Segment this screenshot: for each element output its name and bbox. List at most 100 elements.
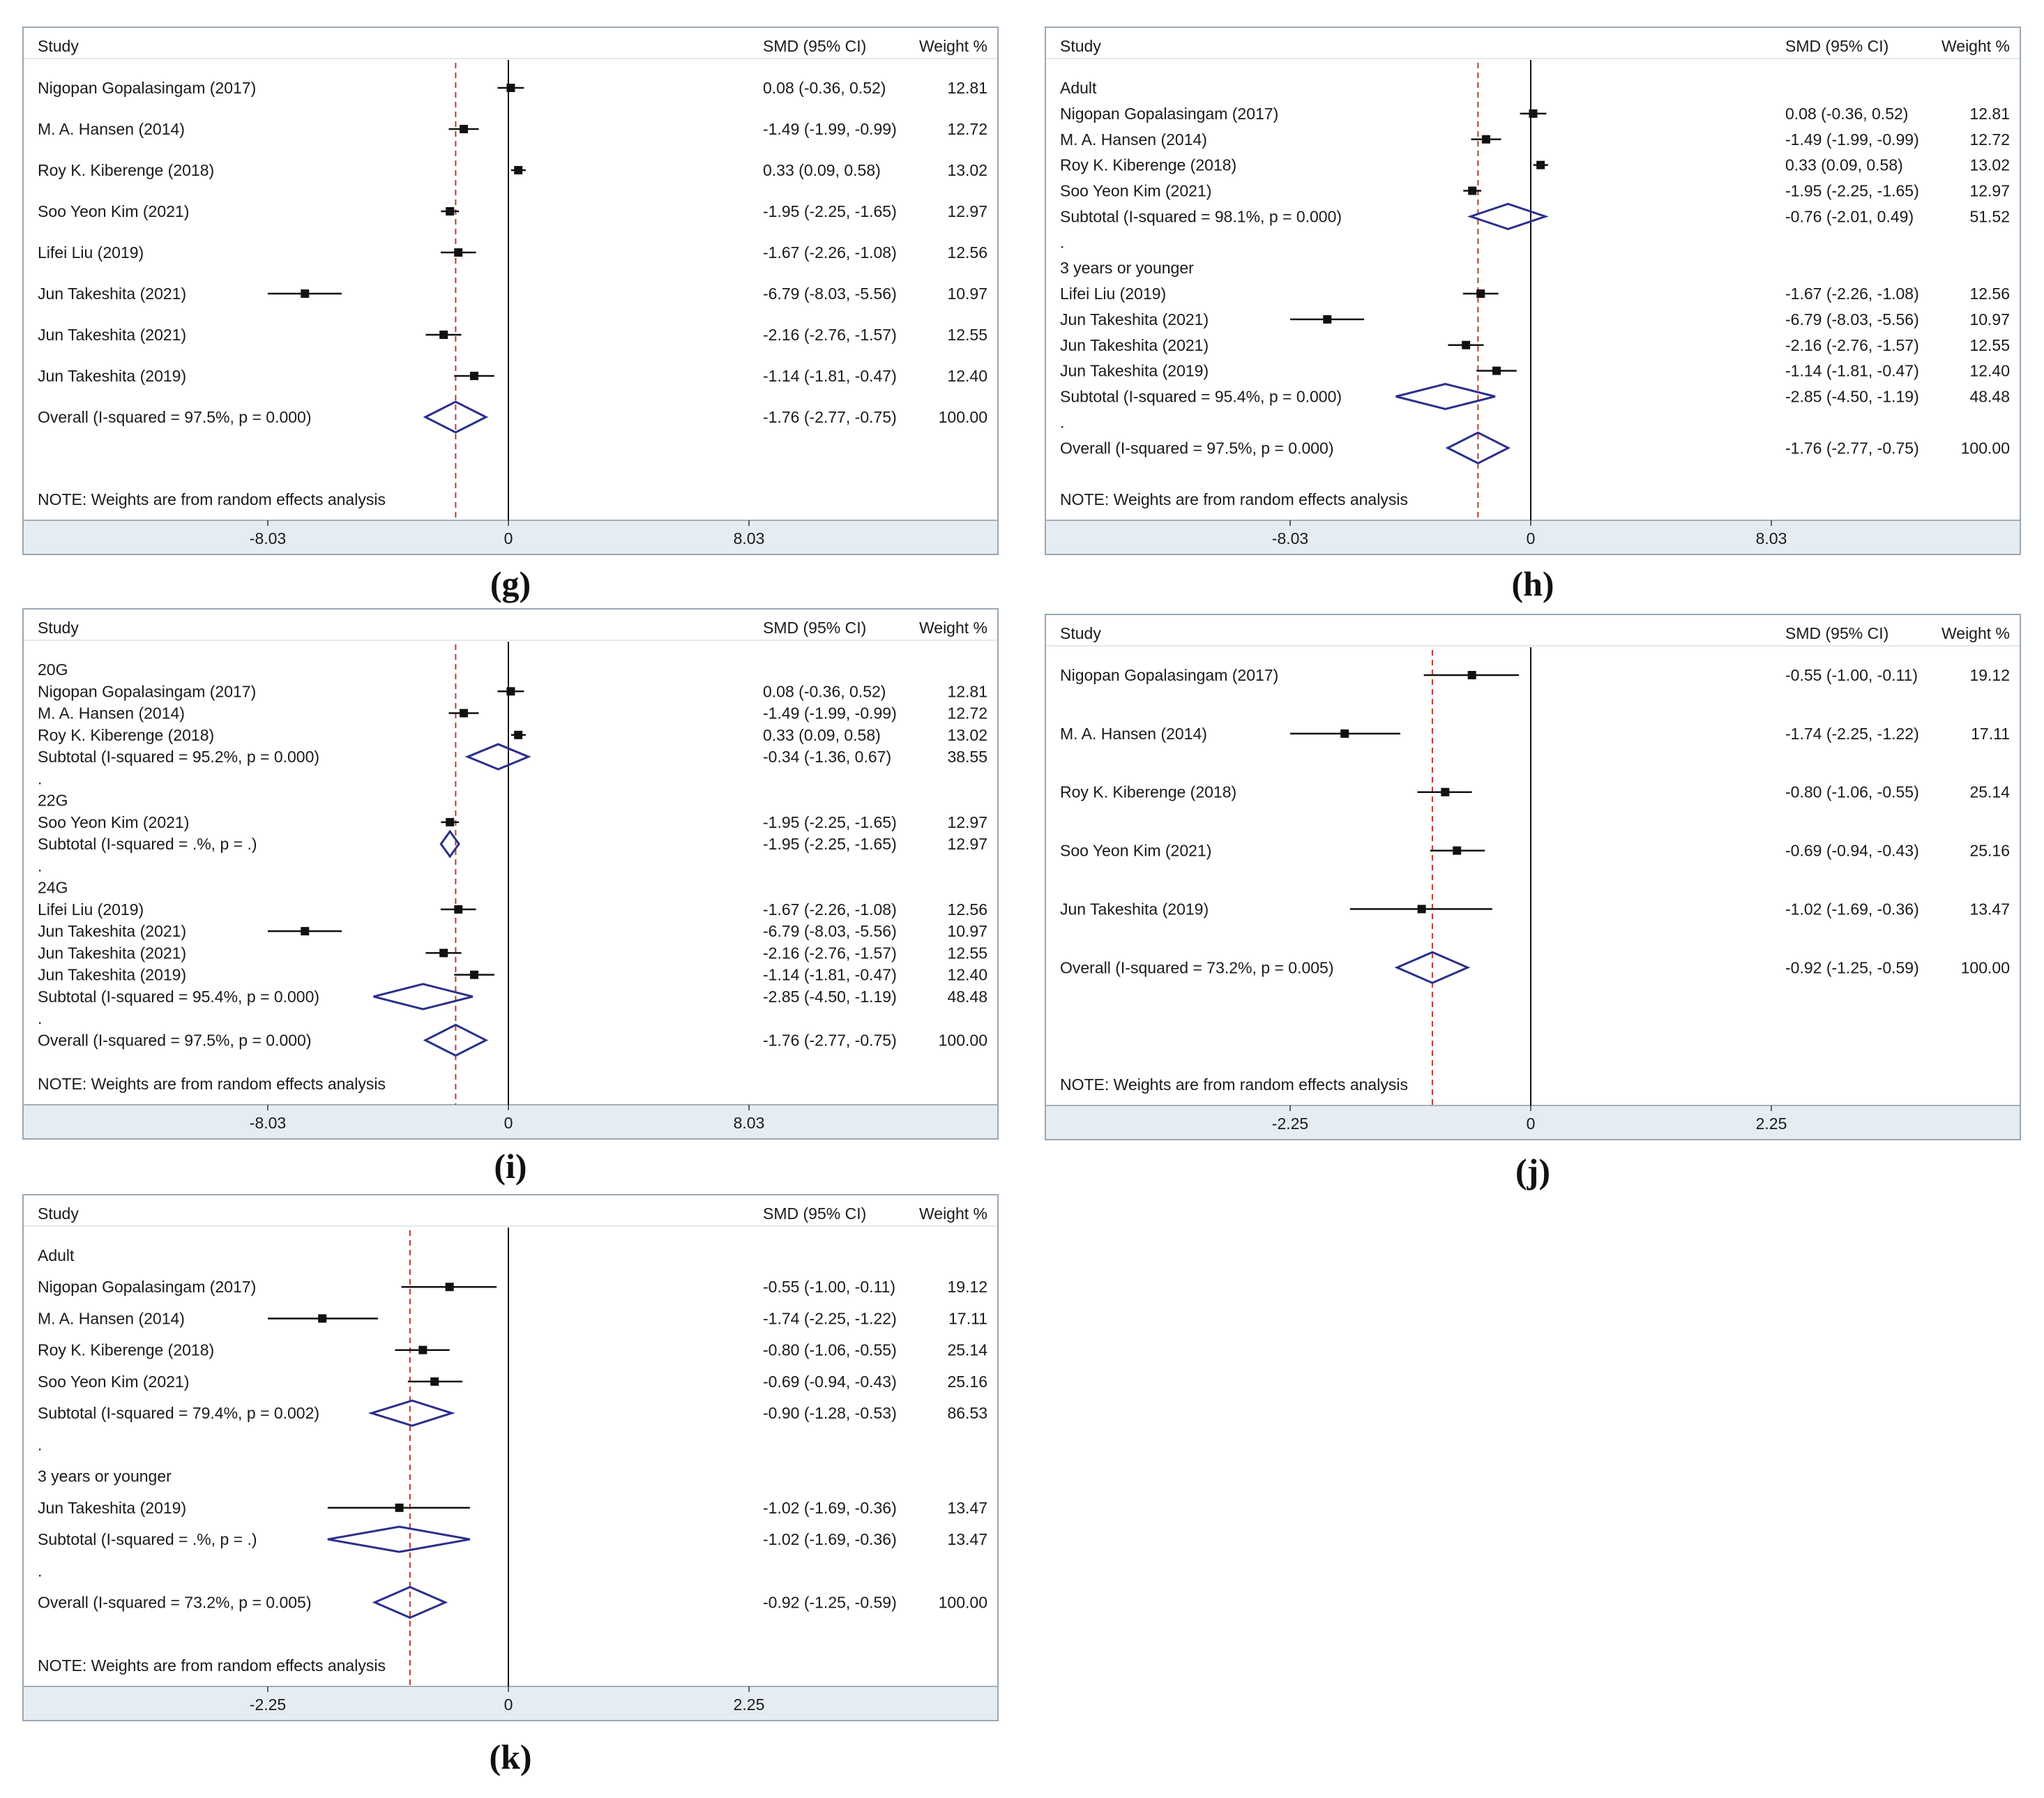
effect-ci-text: -1.95 (-2.25, -1.65) (763, 835, 897, 853)
effect-ci-text: -1.14 (-1.81, -0.47) (763, 367, 897, 385)
point-estimate (1340, 729, 1349, 738)
weight-text: 100.00 (1961, 958, 2010, 976)
weight-text: 12.56 (947, 243, 987, 262)
weight-text: 12.81 (947, 79, 987, 97)
effect-ci-text: 0.08 (-0.36, 0.52) (1785, 105, 1908, 123)
x-tick-label: 0 (504, 1695, 513, 1714)
x-tick-label: 2.25 (734, 1695, 765, 1714)
axis-band (24, 520, 997, 554)
study-label: Nigopan Gopalasingam (2017) (38, 79, 256, 97)
study-label: Jun Takeshita (2019) (38, 1499, 186, 1517)
weight-text: 12.55 (947, 326, 987, 344)
study-label: Soo Yeon Kim (2021) (38, 813, 189, 831)
subtotal-label: Subtotal (I-squared = 95.4%, p = 0.000) (1060, 388, 1342, 406)
effect-ci-text: -0.92 (-1.25, -0.59) (1785, 958, 1919, 976)
forest-plot-g: Study SMD (95% CI) Weight % -8.03 0 8.03 Nigop… (24, 37, 997, 554)
study-label: Jun Takeshita (2021) (38, 944, 186, 962)
effect-ci-text: -0.69 (-0.94, -0.43) (763, 1373, 897, 1391)
study-label: Roy K. Kiberenge (2018) (38, 161, 214, 179)
separator-dot: . (38, 1562, 42, 1580)
point-estimate (506, 84, 515, 92)
weight-text: 100.00 (939, 1594, 987, 1612)
header-effect: SMD (95% CI) (763, 37, 866, 55)
x-tick-label: 8.03 (1756, 529, 1787, 547)
forest-plot-j: Study SMD (95% CI) Weight % -2.25 0 2.25 Nigop… (1046, 624, 2020, 1139)
subtotal-label: Subtotal (I-squared = 79.4%, p = 0.002) (38, 1404, 319, 1422)
point-estimate (430, 1377, 439, 1386)
header-weight: Weight % (1941, 37, 2010, 55)
effect-ci-text: 0.33 (0.09, 0.58) (1785, 156, 1903, 174)
study-label: Lifei Liu (2019) (1060, 285, 1166, 303)
point-estimate (470, 970, 479, 979)
effect-ci-text: 0.08 (-0.36, 0.52) (763, 79, 886, 97)
point-estimate (459, 125, 468, 133)
effect-ci-text: -2.85 (-4.50, -1.19) (1785, 388, 1919, 406)
note-text: NOTE: Weights are from random effects an… (38, 1656, 386, 1675)
study-label: Nigopan Gopalasingam (2017) (38, 1278, 256, 1296)
point-estimate (470, 372, 479, 380)
x-tick-label: -8.03 (250, 529, 286, 547)
effect-ci-text: -0.76 (-2.01, 0.49) (1785, 207, 1914, 225)
separator-dot: . (38, 1009, 42, 1027)
study-label: Soo Yeon Kim (2021) (1060, 842, 1211, 860)
point-estimate (506, 687, 515, 696)
study-label: M. A. Hansen (2014) (38, 1309, 185, 1327)
note-text: NOTE: Weights are from random effects an… (38, 490, 386, 508)
study-label: Jun Takeshita (2021) (38, 922, 186, 940)
point-estimate (395, 1503, 404, 1512)
x-tick-label: -2.25 (1272, 1115, 1308, 1133)
x-tick-label: 8.03 (734, 1114, 765, 1132)
x-tick-label: -2.25 (250, 1695, 286, 1714)
effect-ci-text: -1.14 (-1.81, -0.47) (1785, 362, 1919, 380)
weight-text: 10.97 (947, 285, 987, 303)
study-label: M. A. Hansen (2014) (38, 704, 185, 723)
subtotal-diamond (1467, 202, 1549, 230)
forest-panel-k: Study SMD (95% CI) Weight % -2.25 0 2.25 Adult… (22, 1194, 999, 1721)
header-effect: SMD (95% CI) (1785, 624, 1888, 642)
study-label: Roy K. Kiberenge (2018) (38, 726, 214, 744)
subgroup-heading: 24G (38, 879, 68, 897)
effect-ci-text: -0.34 (-1.36, 0.67) (763, 748, 891, 766)
weight-text: 38.55 (947, 748, 987, 766)
effect-ci-text: -1.95 (-2.25, -1.65) (1785, 182, 1919, 200)
effect-ci-text: -1.67 (-2.26, -1.08) (1785, 285, 1919, 303)
point-estimate (318, 1314, 327, 1323)
study-label: Roy K. Kiberenge (2018) (1060, 156, 1236, 174)
x-tick-label: 0 (1527, 529, 1536, 547)
effect-ci-text: -0.80 (-1.06, -0.55) (1785, 783, 1919, 801)
weight-text: 13.47 (947, 1499, 987, 1517)
axis-band (1046, 1105, 2020, 1139)
point-estimate (1417, 905, 1426, 914)
note-text: NOTE: Weights are from random effects an… (1060, 1075, 1408, 1094)
axis-band (24, 1105, 997, 1138)
forest-panel-g: Study SMD (95% CI) Weight % -8.03 0 8.03 Nigop… (22, 27, 999, 555)
forest-plot-k: Study SMD (95% CI) Weight % -2.25 0 2.25 Adult… (24, 1204, 997, 1720)
point-estimate (514, 730, 523, 739)
point-estimate (1468, 186, 1477, 195)
subgroup-heading: 3 years or younger (38, 1467, 172, 1486)
subgroup-heading: 22G (38, 792, 68, 810)
subtotal-diamond (464, 743, 531, 771)
weight-text: 13.47 (1969, 900, 2010, 918)
forest-panel-h: Study SMD (95% CI) Weight % -8.03 0 8.03 Adult… (1045, 27, 2021, 555)
point-estimate (459, 709, 468, 718)
header-weight: Weight % (919, 37, 987, 55)
effect-ci-text: -1.67 (-2.26, -1.08) (763, 243, 897, 262)
weight-text: 25.16 (947, 1373, 987, 1391)
subtotal-diamond (1395, 382, 1496, 411)
effect-ci-text: -1.49 (-1.99, -0.99) (1785, 130, 1919, 149)
point-estimate (1481, 135, 1490, 144)
header-effect: SMD (95% CI) (1785, 37, 1888, 55)
study-label: M. A. Hansen (2014) (1060, 725, 1207, 743)
point-estimate (454, 905, 463, 914)
subgroup-heading: 3 years or younger (1060, 259, 1194, 277)
point-estimate (446, 207, 455, 216)
effect-ci-text: -2.16 (-2.76, -1.57) (763, 944, 897, 962)
header-study: Study (38, 619, 79, 637)
weight-text: 48.48 (947, 988, 987, 1006)
point-estimate (446, 817, 455, 826)
effect-ci-text: -6.79 (-8.03, -5.56) (1785, 310, 1919, 328)
point-estimate (439, 331, 448, 339)
header-effect: SMD (95% CI) (763, 1204, 866, 1223)
subtotal-label: Subtotal (I-squared = .%, p = .) (38, 1530, 257, 1548)
